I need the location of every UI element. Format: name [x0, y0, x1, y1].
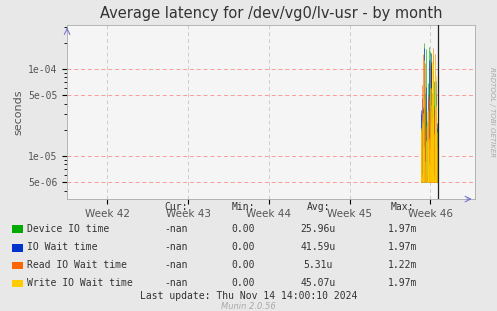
Text: -nan: -nan: [165, 278, 188, 288]
Text: Device IO time: Device IO time: [27, 224, 109, 234]
Title: Average latency for /dev/vg0/lv-usr - by month: Average latency for /dev/vg0/lv-usr - by…: [99, 6, 442, 21]
Text: Read IO Wait time: Read IO Wait time: [27, 260, 127, 270]
Text: -nan: -nan: [165, 242, 188, 252]
Text: 1.97m: 1.97m: [388, 242, 417, 252]
Text: IO Wait time: IO Wait time: [27, 242, 98, 252]
Text: 5.31u: 5.31u: [303, 260, 333, 270]
Text: Write IO Wait time: Write IO Wait time: [27, 278, 133, 288]
Text: -nan: -nan: [165, 224, 188, 234]
Text: Avg:: Avg:: [306, 202, 330, 212]
Text: Max:: Max:: [391, 202, 414, 212]
Text: 0.00: 0.00: [232, 260, 255, 270]
Y-axis label: seconds: seconds: [14, 89, 24, 135]
Text: 0.00: 0.00: [232, 224, 255, 234]
Text: Min:: Min:: [232, 202, 255, 212]
Text: -nan: -nan: [165, 260, 188, 270]
Text: 0.00: 0.00: [232, 242, 255, 252]
Text: 45.07u: 45.07u: [301, 278, 335, 288]
Text: Last update: Thu Nov 14 14:00:10 2024: Last update: Thu Nov 14 14:00:10 2024: [140, 290, 357, 300]
Text: Munin 2.0.56: Munin 2.0.56: [221, 302, 276, 311]
Text: 1.97m: 1.97m: [388, 224, 417, 234]
Text: 0.00: 0.00: [232, 278, 255, 288]
Text: 1.22m: 1.22m: [388, 260, 417, 270]
Text: Cur:: Cur:: [165, 202, 188, 212]
Text: 41.59u: 41.59u: [301, 242, 335, 252]
Text: 1.97m: 1.97m: [388, 278, 417, 288]
Text: 25.96u: 25.96u: [301, 224, 335, 234]
Text: RRDTOOL / TOBI OETIKER: RRDTOOL / TOBI OETIKER: [489, 67, 495, 157]
